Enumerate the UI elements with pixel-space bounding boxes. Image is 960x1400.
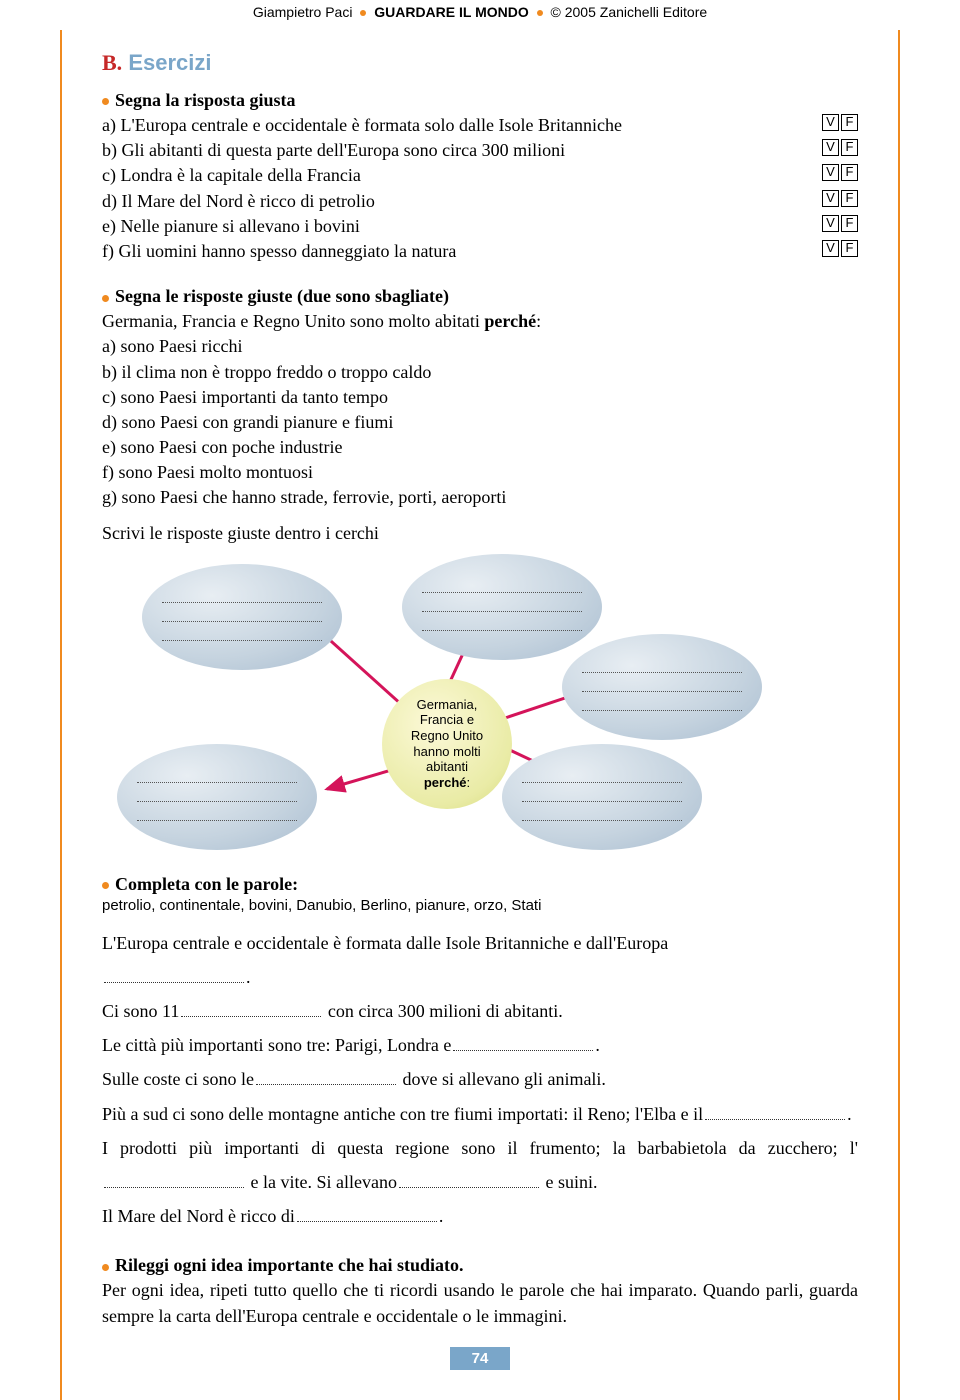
f-checkbox[interactable]: F <box>841 164 858 181</box>
v-checkbox[interactable]: V <box>822 240 839 257</box>
multi-item: f) sono Paesi molto montuosi <box>102 460 858 485</box>
write-line <box>162 630 322 641</box>
tf-boxes: VF <box>820 113 858 131</box>
write-line <box>582 662 742 673</box>
header-title: GUARDARE IL MONDO <box>374 4 529 20</box>
f-checkbox[interactable]: F <box>841 114 858 131</box>
multi-item: e) sono Paesi con poche industrie <box>102 435 858 460</box>
tf-row: e) Nelle pianure si allevano i bovini VF <box>102 214 858 239</box>
truefalse-block: Segna la risposta giusta a) L'Europa cen… <box>102 90 858 264</box>
multi-heading: Segna le risposte giuste (due sono sbagl… <box>102 286 858 307</box>
tf-row: a) L'Europa centrale e occidentale è for… <box>102 113 858 138</box>
tf-heading: Segna la risposta giusta <box>102 90 858 111</box>
completa-wordlist: petrolio, continentale, bovini, Danubio,… <box>102 897 858 914</box>
fill-blank[interactable] <box>297 1203 437 1222</box>
write-line <box>137 791 297 802</box>
v-checkbox[interactable]: V <box>822 215 839 232</box>
tf-row: d) Il Mare del Nord è ricco di petrolio … <box>102 189 858 214</box>
tf-item-text: f) Gli uomini hanno spesso danneggiato l… <box>102 239 820 264</box>
f-checkbox[interactable]: F <box>841 139 858 156</box>
write-line <box>137 772 297 783</box>
tf-row: b) Gli abitanti di questa parte dell'Eur… <box>102 138 858 163</box>
header-copyright: © 2005 Zanichelli Editore <box>551 4 708 20</box>
fill-blank[interactable] <box>399 1169 539 1188</box>
section-label: Esercizi <box>128 50 211 75</box>
tf-item-text: a) L'Europa centrale e occidentale è for… <box>102 113 820 138</box>
tf-boxes: VF <box>820 163 858 181</box>
multi-intro: Germania, Francia e Regno Unito sono mol… <box>102 309 858 334</box>
write-line <box>522 791 682 802</box>
f-checkbox[interactable]: F <box>841 215 858 232</box>
multi-item: d) sono Paesi con grandi pianure e fiumi <box>102 410 858 435</box>
tf-boxes: VF <box>820 138 858 156</box>
answer-bubble[interactable] <box>402 554 602 660</box>
fill-blank[interactable] <box>256 1066 396 1085</box>
center-bubble-text: Germania, Francia e Regno Unito hanno mo… <box>411 697 483 791</box>
write-line <box>582 700 742 711</box>
v-checkbox[interactable]: V <box>822 114 839 131</box>
multi-item: g) sono Paesi che hanno strade, ferrovie… <box>102 485 858 510</box>
answer-bubble[interactable] <box>142 564 342 670</box>
multi-instruction: Scrivi le risposte giuste dentro i cerch… <box>102 523 858 544</box>
answer-bubble[interactable] <box>117 744 317 850</box>
fill-blank[interactable] <box>705 1101 845 1120</box>
write-line <box>582 681 742 692</box>
page: Giampietro Paci GUARDARE IL MONDO © 2005… <box>0 0 960 1400</box>
tf-boxes: VF <box>820 239 858 257</box>
fill-blank[interactable] <box>104 1169 244 1188</box>
multi-item: c) sono Paesi importanti da tanto tempo <box>102 385 858 410</box>
write-line <box>522 810 682 821</box>
page-header: Giampietro Paci GUARDARE IL MONDO © 2005… <box>0 0 960 30</box>
tf-row: f) Gli uomini hanno spesso danneggiato l… <box>102 239 858 264</box>
f-checkbox[interactable]: F <box>841 240 858 257</box>
v-checkbox[interactable]: V <box>822 190 839 207</box>
fill-blank[interactable] <box>453 1032 593 1051</box>
completa-heading: Completa con le parole: <box>102 874 858 895</box>
write-line <box>137 810 297 821</box>
bubble-diagram: Germania, Francia e Regno Unito hanno mo… <box>102 554 858 854</box>
write-line <box>162 611 322 622</box>
tf-boxes: VF <box>820 189 858 207</box>
write-line <box>422 582 582 593</box>
write-line <box>422 620 582 631</box>
bullet-icon <box>102 882 109 889</box>
rileggi-body: Per ogni idea, ripeti tutto quello che t… <box>102 1278 858 1328</box>
tf-row: c) Londra è la capitale della Francia VF <box>102 163 858 188</box>
f-checkbox[interactable]: F <box>841 190 858 207</box>
multi-block: Segna le risposte giuste (due sono sbagl… <box>102 286 858 544</box>
write-line <box>162 592 322 603</box>
header-author: Giampietro Paci <box>253 4 353 20</box>
multi-item: b) il clima non è troppo freddo o troppo… <box>102 360 858 385</box>
v-checkbox[interactable]: V <box>822 139 839 156</box>
fill-paragraph: L'Europa centrale e occidentale è format… <box>102 926 858 1234</box>
rileggi-block: Rileggi ogni idea importante che hai stu… <box>102 1255 858 1328</box>
bullet-icon <box>102 295 109 302</box>
tf-item-text: e) Nelle pianure si allevano i bovini <box>102 214 820 239</box>
separator-dot <box>360 10 366 16</box>
content-column: B. Esercizi Segna la risposta giusta a) … <box>60 30 900 1400</box>
rileggi-heading: Rileggi ogni idea importante che hai stu… <box>102 1255 858 1276</box>
section-letter: B. <box>102 50 122 75</box>
tf-item-text: c) Londra è la capitale della Francia <box>102 163 820 188</box>
page-number: 74 <box>450 1347 510 1370</box>
multi-item: a) sono Paesi ricchi <box>102 334 858 359</box>
center-bubble: Germania, Francia e Regno Unito hanno mo… <box>382 679 512 809</box>
separator-dot <box>537 10 543 16</box>
bullet-icon <box>102 1264 109 1271</box>
answer-bubble[interactable] <box>562 634 762 740</box>
tf-item-text: d) Il Mare del Nord è ricco di petrolio <box>102 189 820 214</box>
completa-block: Completa con le parole: petrolio, contin… <box>102 874 858 1234</box>
fill-blank[interactable] <box>104 964 244 983</box>
section-title: B. Esercizi <box>102 50 858 76</box>
write-line <box>522 772 682 783</box>
tf-item-text: b) Gli abitanti di questa parte dell'Eur… <box>102 138 820 163</box>
write-line <box>422 601 582 612</box>
fill-blank[interactable] <box>181 998 321 1017</box>
v-checkbox[interactable]: V <box>822 164 839 181</box>
bullet-icon <box>102 98 109 105</box>
answer-bubble[interactable] <box>502 744 702 850</box>
tf-boxes: VF <box>820 214 858 232</box>
